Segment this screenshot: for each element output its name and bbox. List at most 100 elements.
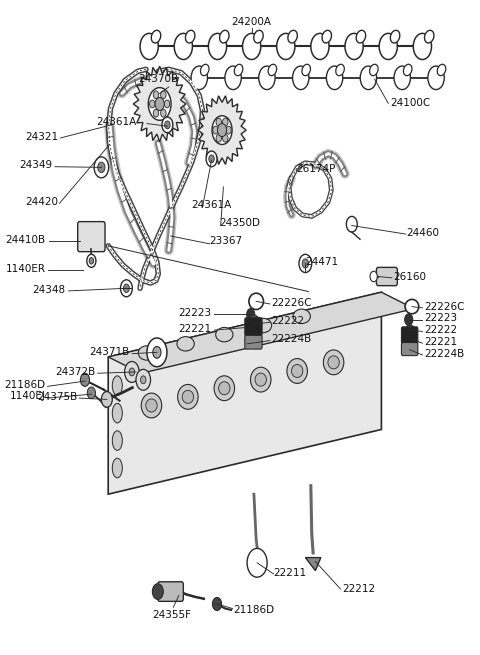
Ellipse shape <box>112 431 122 451</box>
Circle shape <box>101 392 112 407</box>
Circle shape <box>242 33 261 60</box>
Ellipse shape <box>288 30 297 43</box>
FancyBboxPatch shape <box>245 335 262 349</box>
Ellipse shape <box>219 30 229 43</box>
Text: 22221: 22221 <box>179 324 212 334</box>
Text: 22222: 22222 <box>424 325 457 335</box>
Text: 22226C: 22226C <box>424 301 464 312</box>
Polygon shape <box>305 557 321 571</box>
Circle shape <box>299 254 312 272</box>
Ellipse shape <box>254 30 263 43</box>
Circle shape <box>247 309 255 320</box>
Text: 24361A: 24361A <box>96 117 137 127</box>
Circle shape <box>161 109 166 117</box>
Ellipse shape <box>328 356 339 369</box>
Circle shape <box>153 346 161 358</box>
Circle shape <box>370 271 377 282</box>
Ellipse shape <box>234 64 243 76</box>
Ellipse shape <box>291 364 303 377</box>
Circle shape <box>217 124 227 137</box>
Ellipse shape <box>112 376 122 396</box>
Ellipse shape <box>146 399 157 412</box>
Circle shape <box>136 369 151 390</box>
Text: 24371B: 24371B <box>89 347 130 358</box>
Text: 24349: 24349 <box>19 160 52 170</box>
Circle shape <box>206 151 217 167</box>
Ellipse shape <box>405 299 419 314</box>
FancyBboxPatch shape <box>78 221 105 252</box>
Circle shape <box>212 116 232 145</box>
Circle shape <box>153 91 159 99</box>
Ellipse shape <box>370 64 378 76</box>
Text: 24471: 24471 <box>305 257 338 267</box>
Ellipse shape <box>201 64 209 76</box>
Ellipse shape <box>255 373 266 386</box>
Circle shape <box>150 100 155 108</box>
Text: 21186D: 21186D <box>5 380 46 390</box>
Text: 24375B: 24375B <box>37 392 78 402</box>
Text: 24348: 24348 <box>33 284 66 295</box>
Circle shape <box>259 66 275 90</box>
Circle shape <box>213 597 222 610</box>
Polygon shape <box>108 292 414 373</box>
Ellipse shape <box>268 64 276 76</box>
Text: 24100C: 24100C <box>391 98 431 108</box>
Text: 22212: 22212 <box>342 584 375 594</box>
Ellipse shape <box>138 346 156 360</box>
Ellipse shape <box>403 64 412 76</box>
Ellipse shape <box>293 309 311 324</box>
Ellipse shape <box>177 337 194 351</box>
Ellipse shape <box>182 390 193 403</box>
Text: 24350D: 24350D <box>219 218 260 228</box>
Ellipse shape <box>336 64 344 76</box>
Ellipse shape <box>216 328 233 342</box>
Circle shape <box>405 314 413 326</box>
Polygon shape <box>108 292 382 494</box>
Circle shape <box>153 109 159 117</box>
Circle shape <box>209 155 214 163</box>
Circle shape <box>165 121 170 129</box>
Circle shape <box>98 162 105 173</box>
Circle shape <box>248 315 260 333</box>
Circle shape <box>162 117 173 133</box>
Ellipse shape <box>141 393 162 418</box>
Circle shape <box>360 66 377 90</box>
Circle shape <box>89 257 94 264</box>
Text: 22226C: 22226C <box>271 297 311 308</box>
Circle shape <box>223 118 228 126</box>
Circle shape <box>141 376 146 384</box>
Text: 22221: 22221 <box>424 337 457 347</box>
Ellipse shape <box>405 326 415 335</box>
Circle shape <box>247 548 267 577</box>
Circle shape <box>223 134 228 142</box>
Text: 22211: 22211 <box>274 568 307 578</box>
Circle shape <box>191 66 207 90</box>
Ellipse shape <box>356 30 366 43</box>
Text: 1140EJ: 1140EJ <box>10 391 46 401</box>
Text: 24370B: 24370B <box>138 75 179 84</box>
Text: 24410B: 24410B <box>6 235 46 245</box>
Ellipse shape <box>424 30 434 43</box>
Circle shape <box>174 33 192 60</box>
Text: 26160: 26160 <box>393 272 426 282</box>
Ellipse shape <box>251 367 271 392</box>
Ellipse shape <box>178 384 198 409</box>
Circle shape <box>379 33 397 60</box>
Circle shape <box>428 66 444 90</box>
FancyBboxPatch shape <box>401 343 418 356</box>
Text: 24361A: 24361A <box>192 200 232 210</box>
Text: 24372B: 24372B <box>56 367 96 377</box>
Circle shape <box>326 66 343 90</box>
Circle shape <box>87 254 96 267</box>
Ellipse shape <box>249 293 264 310</box>
Circle shape <box>81 373 90 386</box>
Text: 21186D: 21186D <box>233 605 275 615</box>
Circle shape <box>148 88 171 121</box>
Ellipse shape <box>322 30 332 43</box>
Circle shape <box>225 66 241 90</box>
Text: 22223: 22223 <box>179 308 212 318</box>
Ellipse shape <box>390 30 400 43</box>
Circle shape <box>347 216 357 232</box>
Circle shape <box>276 33 295 60</box>
Polygon shape <box>198 96 246 164</box>
